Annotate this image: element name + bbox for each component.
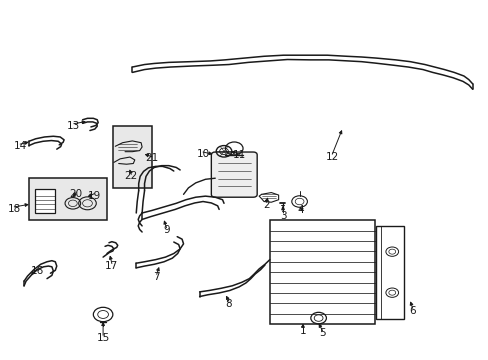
Bar	[375, 226, 404, 319]
Text: 17: 17	[105, 261, 118, 271]
Text: 9: 9	[163, 225, 169, 235]
Bar	[113, 126, 152, 188]
Text: 2: 2	[263, 200, 269, 210]
Text: 10: 10	[196, 149, 209, 159]
Text: 20: 20	[70, 189, 82, 199]
Text: 21: 21	[145, 153, 158, 163]
Text: 15: 15	[96, 333, 109, 343]
Text: 19: 19	[87, 191, 101, 201]
Text: 3: 3	[280, 211, 286, 221]
Text: 4: 4	[297, 206, 303, 216]
FancyBboxPatch shape	[211, 152, 257, 197]
Text: 16: 16	[31, 266, 44, 276]
Text: 6: 6	[408, 306, 415, 316]
Text: 13: 13	[67, 121, 81, 131]
Text: 14: 14	[14, 141, 27, 151]
Bar	[35, 189, 55, 213]
Text: 8: 8	[225, 299, 232, 309]
Text: 1: 1	[299, 325, 305, 336]
Bar	[29, 178, 107, 220]
Text: 7: 7	[153, 272, 160, 282]
Text: 18: 18	[8, 204, 21, 214]
Bar	[269, 220, 374, 324]
Text: 11: 11	[232, 150, 246, 160]
Text: 22: 22	[124, 171, 138, 181]
Text: 12: 12	[325, 152, 338, 162]
Text: 5: 5	[319, 328, 325, 338]
